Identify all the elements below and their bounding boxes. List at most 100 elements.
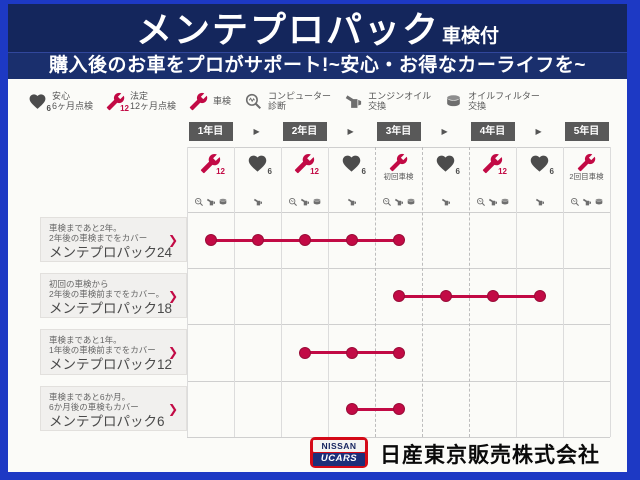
page-subtitle: 購入後のお車をプロがサポート!~安心・お得なカーライフを~	[8, 52, 627, 79]
grid-column-line	[375, 147, 376, 437]
grid-header-cell: 初回車検	[375, 147, 422, 212]
year-box: 2年目	[282, 122, 327, 141]
oil-can-icon	[582, 197, 592, 207]
nissan-ucars-logo: NISSAN UCARS	[310, 437, 368, 468]
timeline-dot	[392, 234, 405, 246]
legend-item: エンジンオイル 交換	[344, 91, 431, 112]
diagnosis-icon	[476, 197, 486, 207]
icon-sub-number: 6	[549, 167, 554, 176]
grid-row-line	[187, 437, 610, 438]
diagnosis-icon	[244, 92, 263, 111]
timeline-line	[351, 407, 399, 411]
wrench-12-icon: 12	[482, 153, 507, 176]
heart-6-icon: 6	[435, 153, 460, 176]
grid-header-cell: 12	[281, 147, 328, 212]
grid-row-line	[187, 381, 610, 382]
legend-item: オイルフィルター 交換	[444, 91, 540, 112]
wrench-12-icon: 12	[106, 92, 129, 112]
plan-desc-line1: 車検まであと2年。	[49, 223, 122, 233]
timeline-dot	[486, 290, 499, 302]
header-banner: メンテプロパック 車検付 購入後のお車をプロがサポート!~安心・お得なカーライフ…	[8, 4, 627, 79]
chevron-right-icon: ❯	[167, 232, 178, 247]
icon-sub-number: 6	[361, 167, 366, 176]
oil-filter-icon	[500, 197, 510, 207]
plan-name: メンテプロパック18	[49, 301, 173, 316]
timeline-dot	[392, 346, 405, 359]
icon-sub-number: 12	[310, 167, 319, 176]
wrench-icon	[389, 153, 408, 172]
page-title: メンテプロパック	[135, 9, 440, 50]
inspection-label: 2回目車検	[569, 172, 604, 181]
icon-sub-number: 6	[267, 167, 272, 176]
plan-desc-line1: 車検まであと6か月。	[49, 392, 131, 402]
icon-sub-number: 6	[455, 167, 460, 176]
grid-column-line	[234, 147, 235, 437]
plan-row[interactable]: 車検まであと6か月。 6か月後の車検もカバー メンテプロパック6 ❯	[40, 386, 187, 431]
plan-name: メンテプロパック6	[49, 414, 165, 429]
icon-sub-number: 12	[120, 103, 130, 113]
plan-row[interactable]: 初回の車検から 2年後の車検前までをカバー。 メンテプロパック18 ❯	[40, 273, 187, 318]
service-icons	[328, 197, 375, 207]
oil-can-icon	[441, 197, 451, 207]
plan-desc-line2: 2年後の車検までをカバー	[49, 233, 148, 243]
year-box: 1年目	[188, 122, 233, 141]
oil-can-icon	[488, 197, 498, 207]
grid-row-line	[187, 324, 610, 325]
diagnosis-icon	[194, 197, 204, 207]
timeline-dot	[298, 234, 311, 246]
service-icons	[516, 197, 563, 207]
oil-can-icon	[253, 197, 263, 207]
plan-row[interactable]: 車検まであと2年。 2年後の車検までをカバーメンテプロパック24 ❯	[40, 217, 187, 262]
year-box: 5年目	[564, 122, 609, 141]
legend-item: コンピューター 診断	[244, 91, 331, 112]
oil-can-icon	[347, 197, 357, 207]
plan-desc-line1: 初回の車検から	[49, 279, 109, 289]
legend-label: 車検	[213, 95, 232, 106]
heart-6-icon: 6	[247, 153, 272, 176]
plan-row[interactable]: 車検まであと1年。 1年後の車検前までをカバー メンテプロパック12 ❯	[40, 329, 187, 375]
plan-name: メンテプロパック24	[49, 245, 173, 260]
grid-header-cell: 6	[328, 147, 375, 212]
legend-label: コンピューター 診断	[268, 90, 332, 112]
diagnosis-icon	[382, 197, 392, 207]
grid-row-line	[187, 268, 610, 269]
grid-header-cell: 12	[469, 147, 516, 212]
title-row: メンテプロパック 車検付	[8, 4, 627, 52]
grid-column-line	[281, 147, 282, 437]
oil-filter-icon	[594, 197, 604, 207]
timeline-dot	[251, 234, 264, 246]
legend-item: 12 法定 12ヶ月点検	[106, 91, 176, 112]
oil-can-icon	[344, 92, 363, 111]
heart-6-icon: 6	[529, 153, 554, 176]
grid-column-line	[610, 147, 611, 437]
page-title-suffix: 車検付	[442, 26, 500, 47]
content-area: メンテプロパック 車検付 購入後のお車をプロがサポート!~安心・お得なカーライフ…	[8, 4, 627, 472]
icon-sub-number: 6	[46, 103, 51, 113]
grid-column-line	[422, 147, 423, 437]
grid-header-cell: 6	[422, 147, 469, 212]
plan-desc-line2: 2年後の車検前までをカバー。	[49, 289, 165, 299]
year-box: 4年目	[470, 122, 515, 141]
service-icons	[563, 197, 610, 207]
legend-item: 6 安心 6ヶ月点検	[28, 91, 93, 112]
legend: 6 安心 6ヶ月点検 12 法定 12ヶ月点検 車検 コンピューター 診断 エンジンオイル 交換 オイ…	[28, 86, 614, 116]
wrench-12-icon: 12	[200, 153, 225, 176]
triangle-right-icon: ▶	[347, 127, 354, 136]
icon-sub-number: 12	[216, 167, 225, 176]
oil-filter-icon	[444, 92, 463, 111]
grid-header-cell: 2回目車検	[563, 147, 610, 212]
legend-label: 法定 12ヶ月点検	[130, 90, 177, 112]
service-icons	[187, 197, 234, 207]
grid-header-cell: 6	[234, 147, 281, 212]
service-icons	[422, 197, 469, 207]
service-icons	[234, 197, 281, 207]
oil-filter-icon	[218, 197, 228, 207]
service-icons	[469, 197, 516, 207]
triangle-right-icon: ▶	[441, 127, 448, 136]
timeline-dot	[345, 346, 358, 359]
timeline-line	[398, 294, 540, 298]
grid-column-line	[187, 147, 188, 437]
icon-sub-number: 12	[498, 167, 507, 176]
footer: NISSAN UCARS 日産東京販売株式会社	[8, 437, 627, 472]
wrench-icon	[189, 92, 208, 111]
